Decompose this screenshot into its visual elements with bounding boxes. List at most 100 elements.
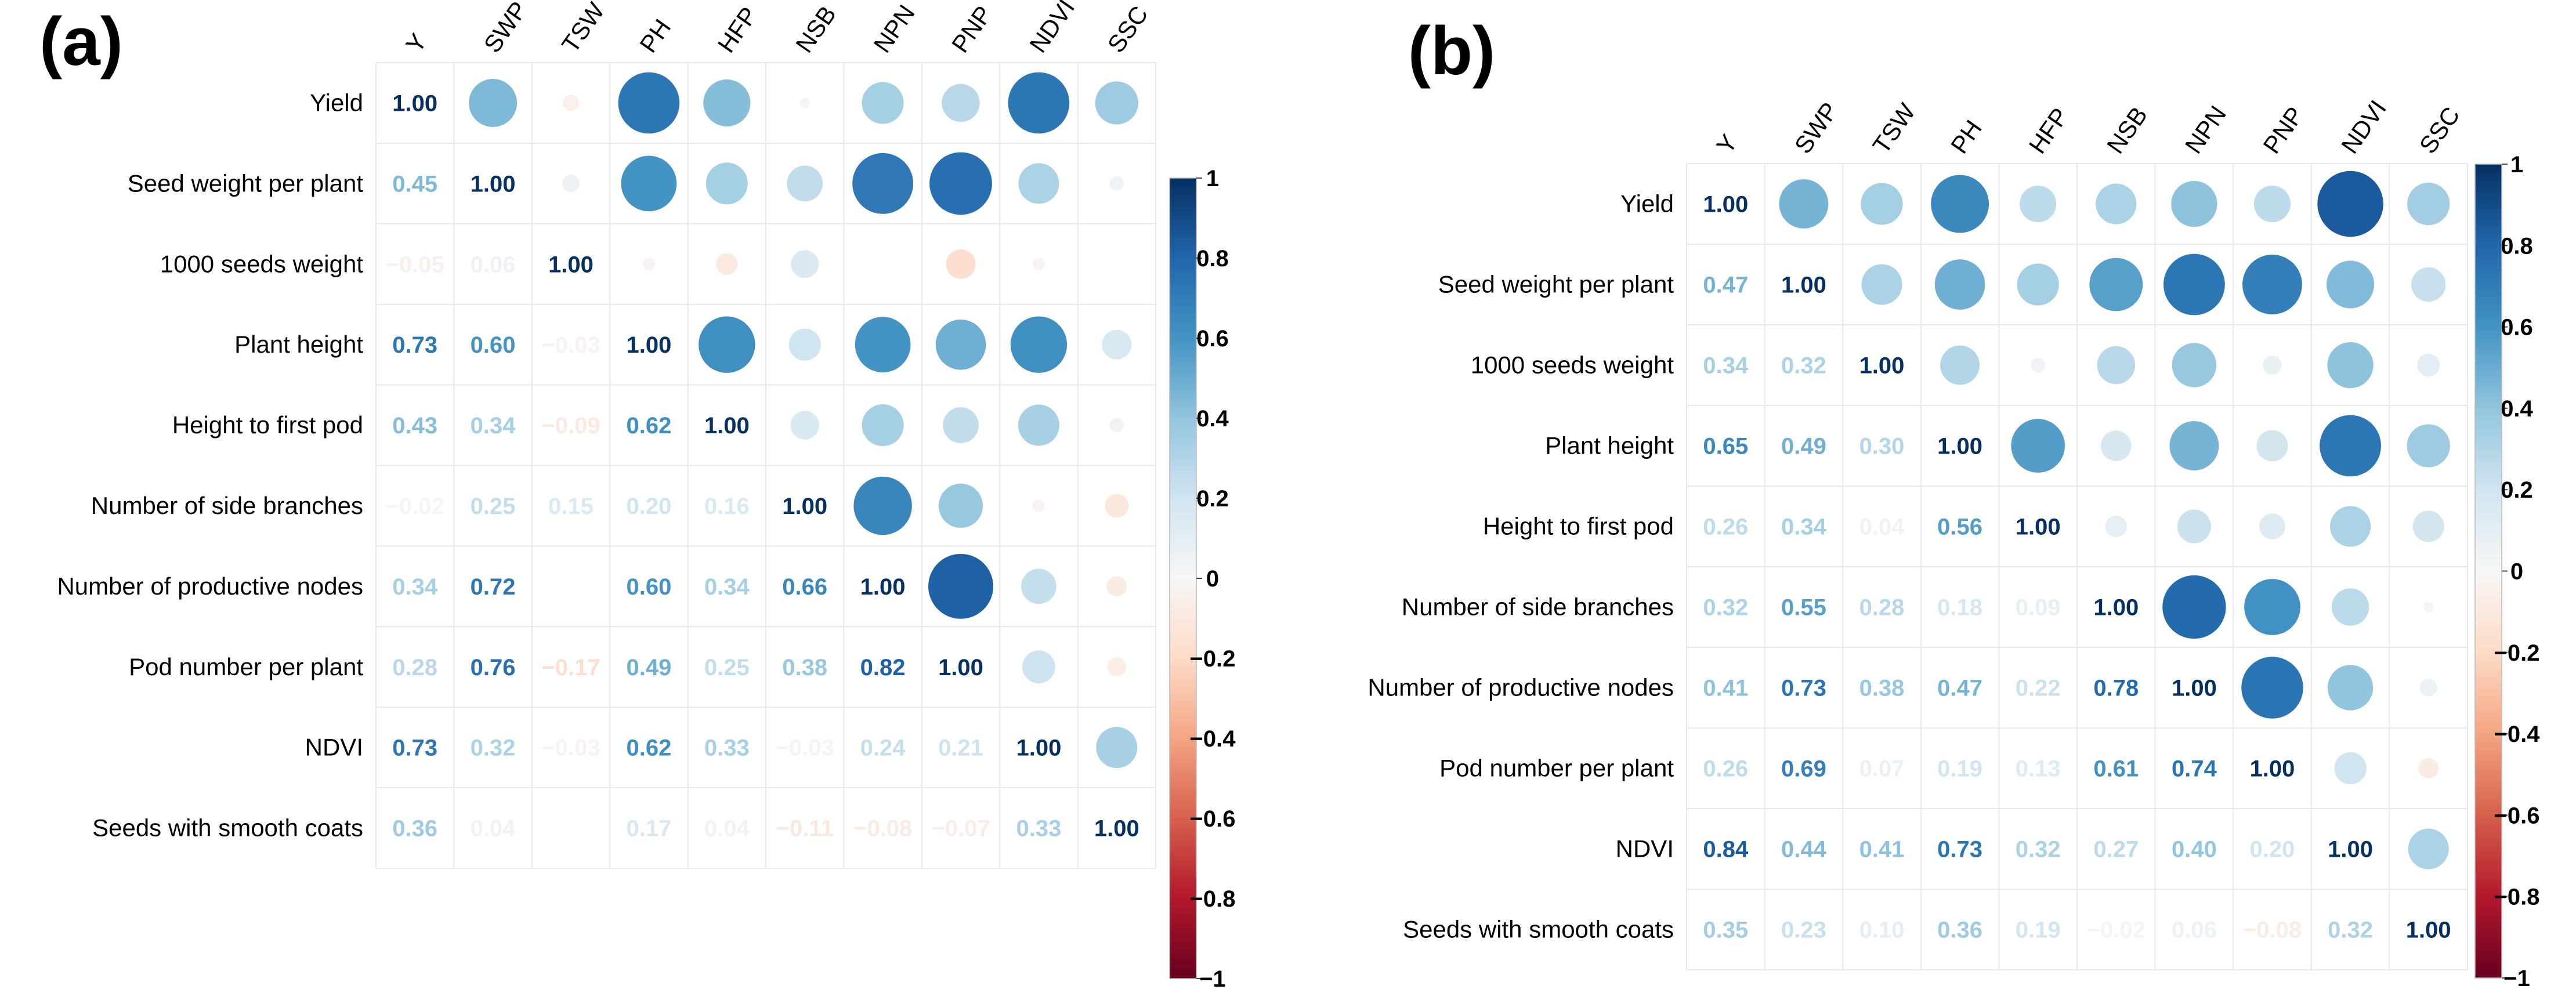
colorbar-segment	[1170, 886, 1196, 891]
column-label: NSB	[2101, 102, 2152, 158]
colorbar-segment	[1170, 702, 1196, 707]
colorbar-segment	[1170, 690, 1196, 695]
correlation-value: 1.00	[2016, 515, 2061, 540]
correlation-value: 0.34	[392, 574, 438, 600]
correlation-value: 0.25	[704, 655, 750, 680]
colorbar-segment	[1170, 638, 1196, 643]
correlation-value: −0.07	[931, 816, 990, 842]
correlation-circle	[2331, 588, 2369, 626]
correlation-value: 0.04	[1859, 515, 1905, 540]
colorbar-segment	[2475, 490, 2502, 494]
correlation-value: 0.32	[1781, 353, 1826, 379]
colorbar-segment	[1170, 378, 1196, 383]
correlation-value: −0.17	[541, 655, 600, 680]
colorbar-segment	[1170, 506, 1196, 511]
correlation-value: 0.55	[1781, 595, 1826, 621]
colorbar-segment	[1170, 542, 1196, 547]
correlation-circle	[2169, 421, 2219, 470]
colorbar-segment	[2475, 302, 2502, 307]
correlation-circle	[942, 84, 980, 122]
colorbar-segment	[1170, 614, 1196, 619]
correlation-circle	[1008, 72, 1070, 134]
colorbar-segment	[2475, 847, 2502, 853]
correlation-circle	[621, 155, 677, 212]
correlation-value: 0.21	[938, 735, 983, 761]
colorbar-segment	[2475, 176, 2502, 181]
colorbar-segment	[1170, 574, 1196, 579]
colorbar-segment	[1170, 890, 1196, 895]
colorbar-segment	[2475, 197, 2502, 201]
colorbar-segment	[2475, 164, 2502, 169]
colorbar-segment	[2475, 660, 2502, 665]
colorbar-segment	[2475, 339, 2502, 344]
column-label: SSC	[2414, 102, 2465, 158]
row-label: Seeds with smooth coats	[1403, 916, 1674, 943]
colorbar-segment	[2475, 652, 2502, 657]
grid	[1686, 163, 2468, 970]
colorbar-segment	[2475, 973, 2502, 979]
colorbar-segment	[1170, 846, 1196, 851]
colorbar-segment	[2475, 644, 2502, 649]
colorbar-segment	[1170, 654, 1196, 659]
correlation-circle	[2162, 575, 2226, 639]
correlation-value: 0.47	[1937, 676, 1982, 701]
correlation-circle	[469, 78, 518, 127]
colorbar-segment	[2475, 363, 2502, 368]
colorbar-segment	[2475, 477, 2502, 482]
colorbar-tick-label: −1	[2503, 966, 2530, 991]
colorbar-segment	[2475, 579, 2502, 584]
correlation-value: 1.00	[392, 90, 437, 116]
colorbar-segment	[2475, 449, 2502, 454]
correlation-circle	[790, 411, 819, 440]
correlation-value: 0.07	[1859, 756, 1905, 782]
colorbar-segment	[1170, 254, 1196, 259]
colorbar-segment	[1170, 178, 1196, 183]
correlation-value: 0.34	[1703, 353, 1749, 379]
correlation-value: 0.24	[860, 735, 906, 761]
colorbar-segment	[1170, 626, 1196, 631]
colorbar-segment	[1170, 390, 1196, 395]
colorbar-segment	[1170, 382, 1196, 387]
colorbar-segment	[2475, 335, 2502, 340]
colorbar-segment	[2475, 502, 2502, 506]
colorbar-segment	[1170, 554, 1196, 559]
colorbar-tick-label: 0	[1206, 566, 1219, 592]
correlation-circle	[618, 72, 680, 134]
colorbar-segment	[1170, 666, 1196, 671]
colorbar-segment	[2475, 795, 2502, 799]
column-label: SWP	[1789, 97, 1843, 158]
row-label: NDVI	[305, 734, 363, 761]
colorbar-segment	[1170, 538, 1196, 543]
correlation-value: 0.73	[1781, 676, 1826, 701]
correlation-value: −0.05	[386, 252, 444, 277]
colorbar-segment	[1170, 778, 1196, 783]
colorbar-segment	[1170, 726, 1196, 731]
column-label: SWP	[478, 0, 532, 57]
colorbar-tick-label: 0.4	[2501, 396, 2533, 422]
colorbar-segment	[2475, 758, 2502, 763]
correlation-value: 0.04	[704, 816, 750, 842]
colorbar-segment	[2475, 563, 2502, 568]
colorbar-segment	[1170, 346, 1196, 351]
correlation-circle	[799, 97, 810, 108]
colorbar-segment	[1170, 414, 1196, 419]
colorbar-segment	[2475, 274, 2502, 279]
colorbar-segment	[1170, 754, 1196, 759]
correlation-value: 0.73	[392, 735, 437, 761]
correlation-value: 0.34	[704, 574, 750, 600]
correlation-circle	[2171, 180, 2217, 227]
colorbar-segment	[1170, 338, 1196, 343]
colorbar-segment	[2475, 441, 2502, 445]
colorbar-segment	[2475, 323, 2502, 328]
colorbar-segment	[1170, 366, 1196, 371]
colorbar-segment	[2475, 229, 2502, 234]
colorbar-segment	[2475, 180, 2502, 185]
colorbar-segment	[2475, 839, 2502, 845]
colorbar-segment	[1170, 602, 1196, 607]
correlation-circle	[2327, 260, 2375, 309]
colorbar-tick-label: −0.8	[2494, 885, 2540, 910]
colorbar-segment	[2475, 799, 2502, 803]
correlation-circle	[943, 407, 979, 443]
column-label: NPN	[2180, 101, 2231, 159]
